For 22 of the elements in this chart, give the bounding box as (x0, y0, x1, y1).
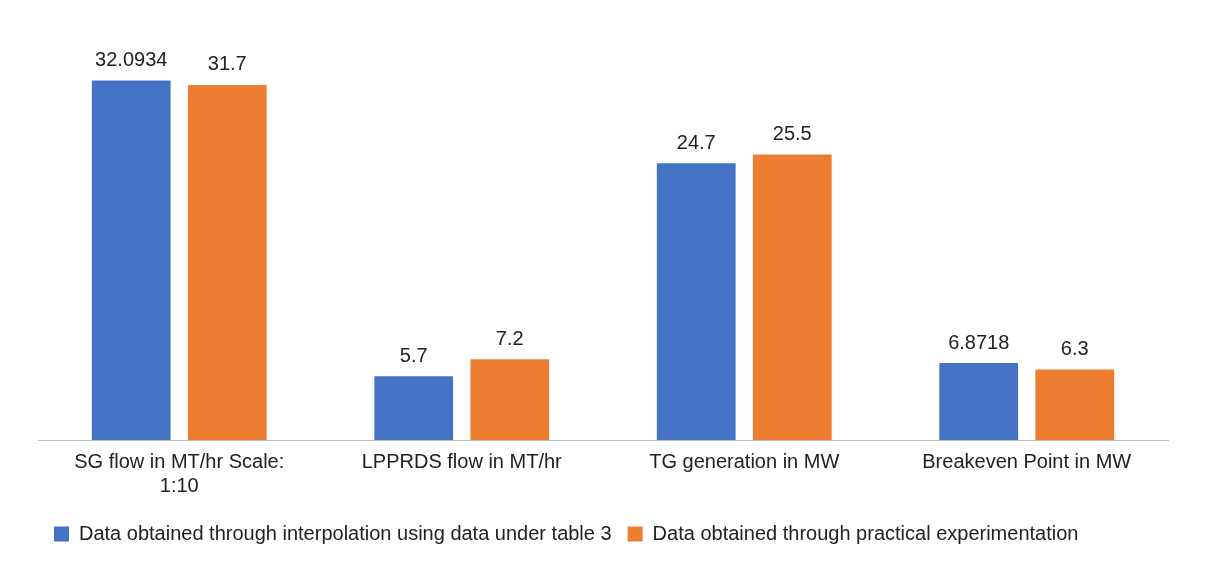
x-tick-label: SG flow in MT/hr Scale: 1:10 (74, 449, 285, 496)
data-label: 25.5 (772, 121, 812, 144)
legend-label: Data obtained through practical experimentation (652, 521, 1079, 544)
bar (939, 363, 1019, 440)
data-label: 32.0934 (95, 48, 168, 71)
bar (91, 80, 171, 440)
x-tick-label: Breakeven Point in MW (922, 449, 1132, 472)
data-label: 6.3 (1060, 336, 1089, 359)
bar (187, 84, 267, 440)
data-label: 24.7 (676, 130, 716, 153)
data-label: 6.8718 (948, 330, 1010, 353)
bar (656, 163, 736, 440)
legend-label: Data obtained through interpolation using data under table 3 (79, 521, 612, 544)
bar (470, 359, 550, 440)
x-tick-label: TG generation in MW (649, 449, 840, 472)
data-label: 31.7 (207, 52, 247, 75)
bar (752, 154, 832, 440)
bar (374, 376, 454, 440)
data-label: 5.7 (399, 343, 428, 366)
x-tick-label: LPPRDS flow in MT/hr (361, 449, 563, 472)
bar (1035, 369, 1115, 440)
data-label: 7.2 (495, 326, 524, 349)
